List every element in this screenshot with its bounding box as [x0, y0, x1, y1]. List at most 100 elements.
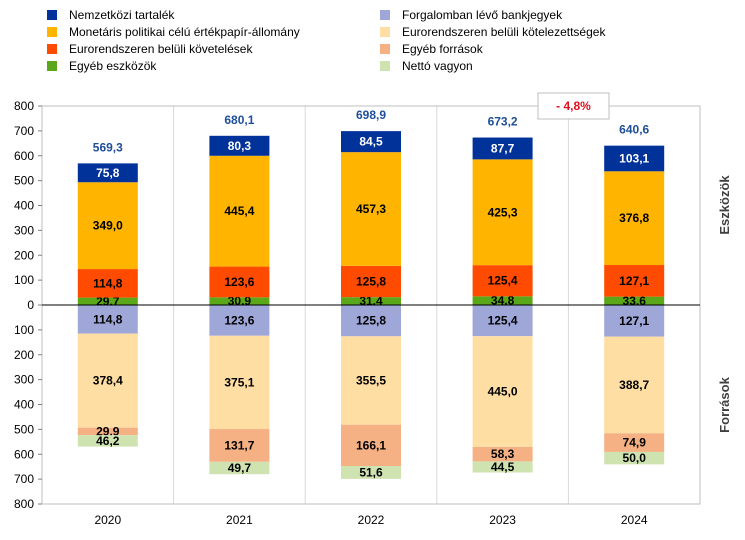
data-label: 445,0	[488, 385, 518, 399]
x-tick-label: 2022	[358, 513, 385, 527]
legend-label: Eurorendszeren belüli kötelezettségek	[402, 25, 606, 39]
data-label: 103,1	[619, 151, 649, 165]
data-label: 425,3	[488, 205, 518, 219]
data-label: 84,5	[359, 135, 383, 149]
data-label: 80,3	[228, 139, 252, 153]
bar-segment	[472, 305, 533, 337]
bar-segment	[209, 429, 270, 462]
bar-segment	[209, 335, 270, 430]
data-label: 74,9	[623, 436, 647, 450]
y-tick-label: 300	[14, 373, 34, 387]
bar-segment	[341, 297, 401, 305]
data-label: 87,7	[491, 141, 515, 155]
data-label: 114,8	[93, 312, 123, 326]
change-annotation: - 4,8%	[556, 99, 591, 113]
y-tick-label: 200	[14, 348, 34, 362]
x-tick-label: 2021	[226, 513, 253, 527]
total-label: 680,1	[224, 113, 254, 127]
bar-segment	[209, 155, 270, 267]
legend-swatch	[380, 10, 390, 20]
legend-label: Nemzetközi tartalék	[69, 8, 175, 22]
y-tick-label: 100	[14, 323, 34, 337]
y-tick-label: 700	[14, 124, 34, 138]
bar-segment	[604, 451, 665, 465]
data-label: 34,8	[491, 294, 515, 308]
data-label: 378,4	[93, 374, 123, 388]
legend-label: Egyéb eszközök	[69, 59, 157, 73]
bar-segment	[472, 446, 533, 462]
data-label: 388,7	[619, 378, 649, 392]
y-tick-label: 800	[14, 497, 34, 511]
data-label: 127,1	[619, 314, 649, 328]
bar-segment	[341, 305, 401, 337]
data-label: 457,3	[356, 202, 386, 216]
legend-label: Eurorendszeren belüli követelések	[69, 42, 253, 56]
legend-label: Egyéb források	[402, 42, 484, 56]
bar-segment	[472, 296, 533, 305]
data-label: 49,7	[228, 461, 252, 475]
bar-segment	[341, 131, 401, 153]
data-label: 375,1	[224, 375, 254, 389]
y-tick-label: 500	[14, 174, 34, 188]
data-label: 46,2	[96, 434, 120, 448]
data-label: 51,6	[359, 465, 383, 479]
bar-segment	[472, 159, 533, 266]
data-label: 123,6	[224, 275, 254, 289]
data-label: 44,5	[491, 460, 515, 474]
data-label: 355,5	[356, 374, 386, 388]
data-label: 376,8	[619, 211, 649, 225]
x-tick-label: 2024	[621, 513, 648, 527]
bar-segment	[77, 333, 138, 428]
x-tick-label: 2023	[489, 513, 516, 527]
total-label: 673,2	[488, 115, 518, 129]
data-label: 123,6	[224, 313, 254, 327]
data-label: 125,8	[356, 275, 386, 289]
bar-segment	[77, 435, 138, 447]
x-tick-label: 2020	[94, 513, 121, 527]
data-label: 29,9	[96, 424, 120, 438]
total-label: 569,3	[93, 140, 123, 154]
data-label: 125,4	[488, 274, 518, 288]
bar-segment	[341, 265, 401, 298]
data-label: 33,6	[623, 294, 647, 308]
legend-swatch	[47, 27, 57, 37]
bar-segment	[604, 265, 665, 297]
y-tick-label: 600	[14, 149, 34, 163]
legend-swatch	[380, 61, 390, 71]
data-label: 125,8	[356, 314, 386, 328]
bar-segment	[341, 424, 401, 467]
y-tick-label: 400	[14, 199, 34, 213]
total-label: 640,6	[619, 123, 649, 137]
legend-label: Forgalomban lévő bankjegyek	[402, 8, 563, 22]
data-label: 127,1	[619, 274, 649, 288]
legend-swatch	[47, 61, 57, 71]
bar-segment	[341, 336, 401, 425]
bar-segment	[77, 427, 138, 436]
legend-swatch	[47, 10, 57, 20]
bar-segment	[209, 297, 270, 305]
bar-segment	[77, 269, 138, 298]
bar-segment	[77, 297, 138, 305]
bar-segment	[341, 466, 401, 479]
data-label: 445,4	[224, 204, 254, 218]
bar-segment	[209, 135, 270, 156]
data-label: 166,1	[356, 438, 386, 452]
y-tick-label: 200	[14, 248, 34, 262]
bar-segment	[472, 137, 533, 160]
y-label-liabilities: Források	[717, 376, 732, 432]
bar-segment	[77, 182, 138, 270]
bar-segment	[209, 461, 270, 475]
data-label: 114,8	[93, 276, 123, 290]
y-tick-label: 600	[14, 447, 34, 461]
total-label: 698,9	[356, 108, 386, 122]
data-label: 125,4	[488, 314, 518, 328]
bar-segment	[77, 305, 138, 334]
legend-label: Monetáris politikai célú értékpapír-állo…	[69, 25, 300, 39]
bar-segment	[604, 145, 665, 172]
bar-segment	[472, 336, 533, 447]
y-tick-label: 700	[14, 472, 34, 486]
data-label: 131,7	[224, 438, 254, 452]
bar-segment	[472, 461, 533, 473]
